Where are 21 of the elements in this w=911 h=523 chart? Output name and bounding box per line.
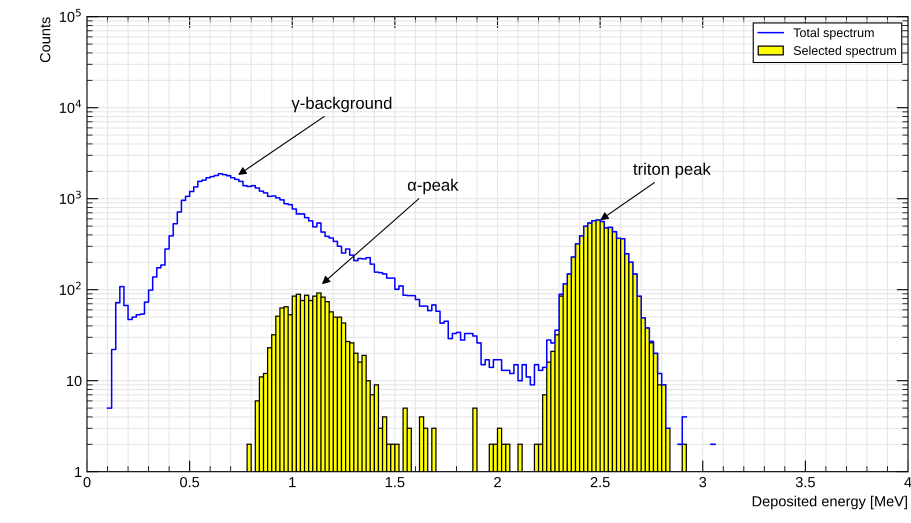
legend-label: Total spectrum	[794, 28, 874, 40]
annotation: α-peak	[408, 178, 459, 194]
y-tick-label: 10$^{2}$	[60, 282, 81, 296]
x-axis-title: Deposited energy [MeV]	[752, 496, 907, 510]
legend-label: Selected spectrum	[794, 46, 896, 58]
y-tick-label: 10	[67, 376, 82, 386]
y-tick-label: 10$^{3}$	[60, 190, 81, 204]
y-tick-label: 1	[75, 466, 82, 477]
y-axis-title: Counts	[40, 17, 50, 62]
y-tick-label: 10$^{5}$	[60, 8, 81, 22]
x-tick-label: 3.5	[796, 476, 815, 488]
annotation: γ-background	[291, 96, 392, 112]
x-tick-label: 2.5	[590, 476, 610, 488]
x-tick-label: 0.5	[180, 476, 200, 488]
x-tick-label: 1	[289, 477, 296, 488]
annotation: triton peak	[633, 162, 711, 178]
x-tick-label: 1.5	[386, 477, 404, 488]
x-tick-label: 2	[494, 476, 501, 488]
x-tick-label: 0	[84, 476, 90, 488]
x-tick-label: 3	[699, 476, 706, 488]
y-tick-label: 10$^{4}$	[60, 100, 82, 114]
